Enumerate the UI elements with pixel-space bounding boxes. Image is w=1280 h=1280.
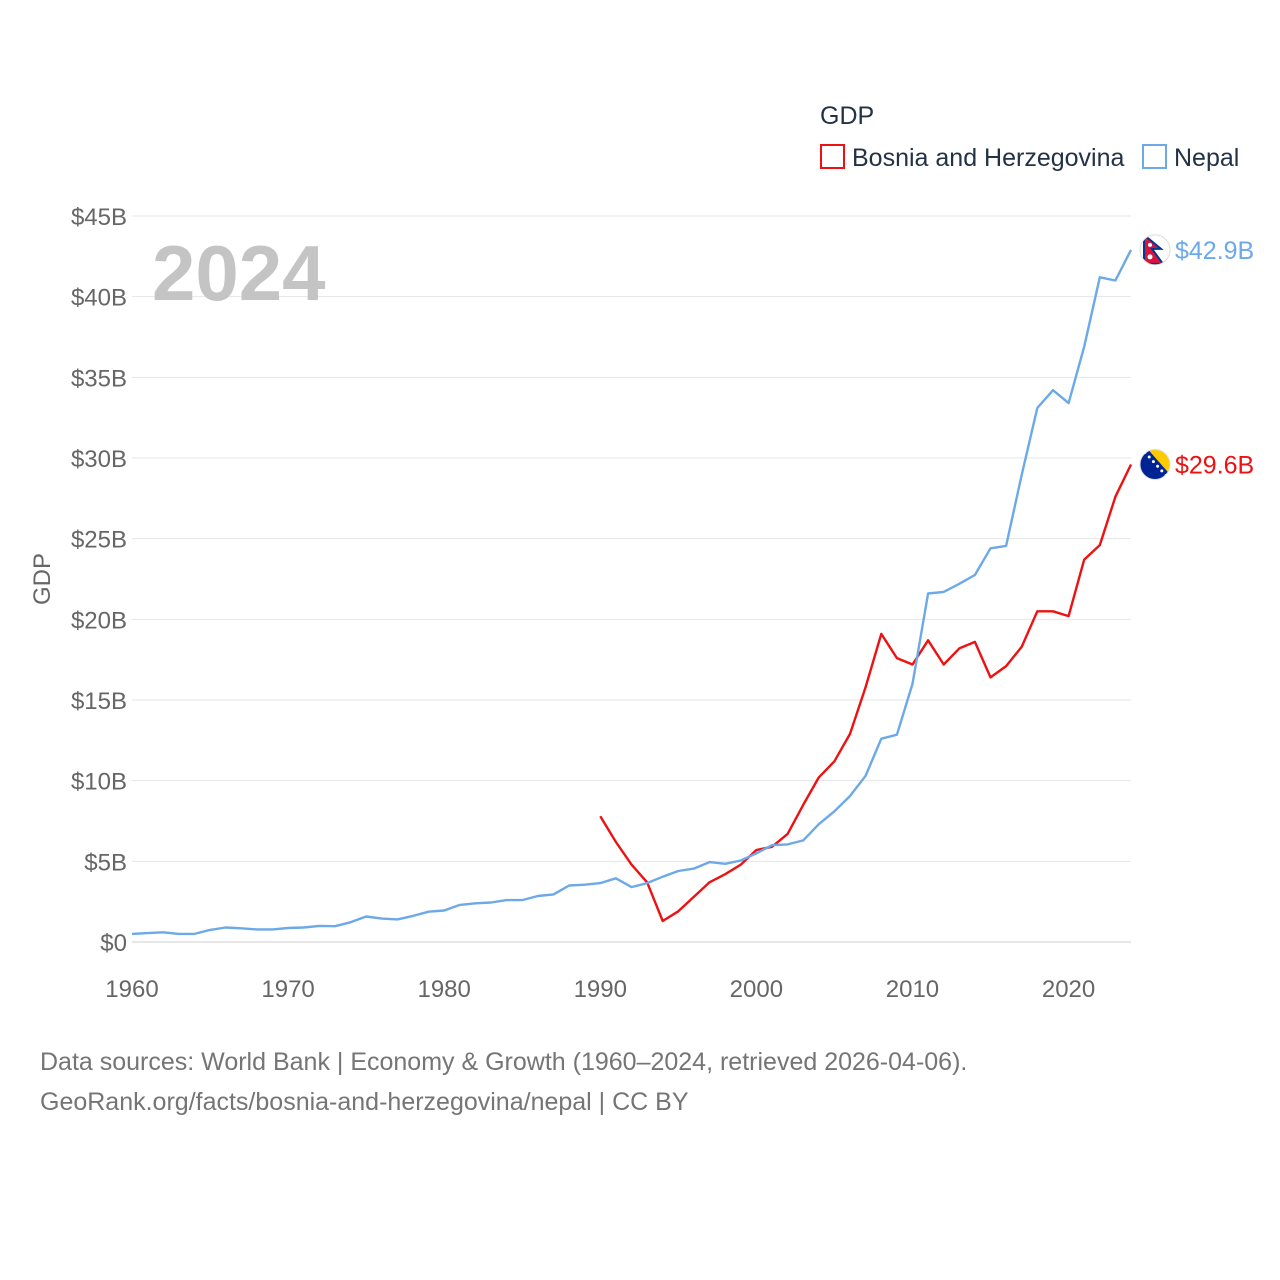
flag-star	[1147, 455, 1151, 459]
y-tick-label: $30B	[71, 446, 127, 473]
y-axis-ticks: $0 $5B $10B $15B $20B $25B $30B $35B $40B $45B	[71, 204, 127, 957]
end-markers: $29.6B $42.9B	[1139, 234, 1254, 480]
legend-label-bosnia: Bosnia and Herzegovina	[852, 144, 1124, 172]
flag-body	[1140, 234, 1170, 265]
flag-border	[1139, 448, 1171, 480]
flag-star	[1160, 469, 1164, 473]
x-tick-label: 2010	[886, 976, 939, 1003]
x-tick-label: 1980	[417, 976, 470, 1003]
y-tick-label: $10B	[71, 769, 127, 796]
y-tick-label: $15B	[71, 688, 127, 715]
flag-triangle	[1148, 449, 1170, 475]
series-line-nepal	[131, 249, 1133, 936]
x-tick-label: 1960	[105, 976, 158, 1003]
legend-swatch-bosnia	[820, 144, 845, 169]
flag-star	[1151, 460, 1155, 464]
footer: Data sources: World Bank | Economy & Gro…	[40, 1042, 967, 1122]
bosnia-flag-icon	[1139, 448, 1171, 480]
end-value-label-nepal: $42.9B	[1175, 237, 1254, 265]
series-line-bosnia	[599, 463, 1133, 923]
end-value-label-bosnia: $29.6B	[1175, 451, 1254, 479]
legend-label-nepal: Nepal	[1174, 144, 1239, 172]
x-tick-label: 1970	[261, 976, 314, 1003]
flag-sun	[1147, 254, 1153, 260]
y-tick-label: $45B	[71, 204, 127, 231]
source-link[interactable]: GeoRank.org/facts/bosnia-and-herzegovina…	[40, 1088, 689, 1116]
flag-star	[1156, 464, 1160, 468]
y-tick-label: $20B	[71, 607, 127, 634]
y-tick-label: $25B	[71, 527, 127, 554]
legend: GDP Bosnia and Herzegovina Nepal	[820, 102, 1239, 172]
legend-swatch-nepal	[1142, 144, 1167, 169]
legend-item-bosnia[interactable]: Bosnia and Herzegovina	[820, 144, 1124, 172]
y-tick-label: $40B	[71, 285, 127, 312]
legend-title: GDP	[820, 102, 874, 130]
year-watermark: 2024	[152, 229, 326, 317]
data-source-note: Data sources: World Bank | Economy & Gro…	[40, 1048, 968, 1076]
x-tick-label: 2020	[1042, 976, 1095, 1003]
x-tick-label: 2000	[730, 976, 783, 1003]
y-tick-label: $5B	[84, 849, 127, 876]
flag-border	[1139, 234, 1171, 266]
x-axis-ticks: 1960 1970 1980 1990 2000 2010 2020	[105, 976, 1095, 1003]
y-tick-label: $0	[100, 930, 127, 957]
y-axis-title: GDP	[29, 553, 56, 605]
grid-lines	[132, 215, 1131, 943]
series-layer	[131, 249, 1133, 936]
legend-item-nepal[interactable]: Nepal	[1142, 144, 1239, 172]
nepal-flag-icon	[1139, 234, 1171, 266]
y-tick-label: $35B	[71, 365, 127, 392]
flag-moon	[1148, 242, 1152, 247]
x-tick-label: 1990	[574, 976, 627, 1003]
